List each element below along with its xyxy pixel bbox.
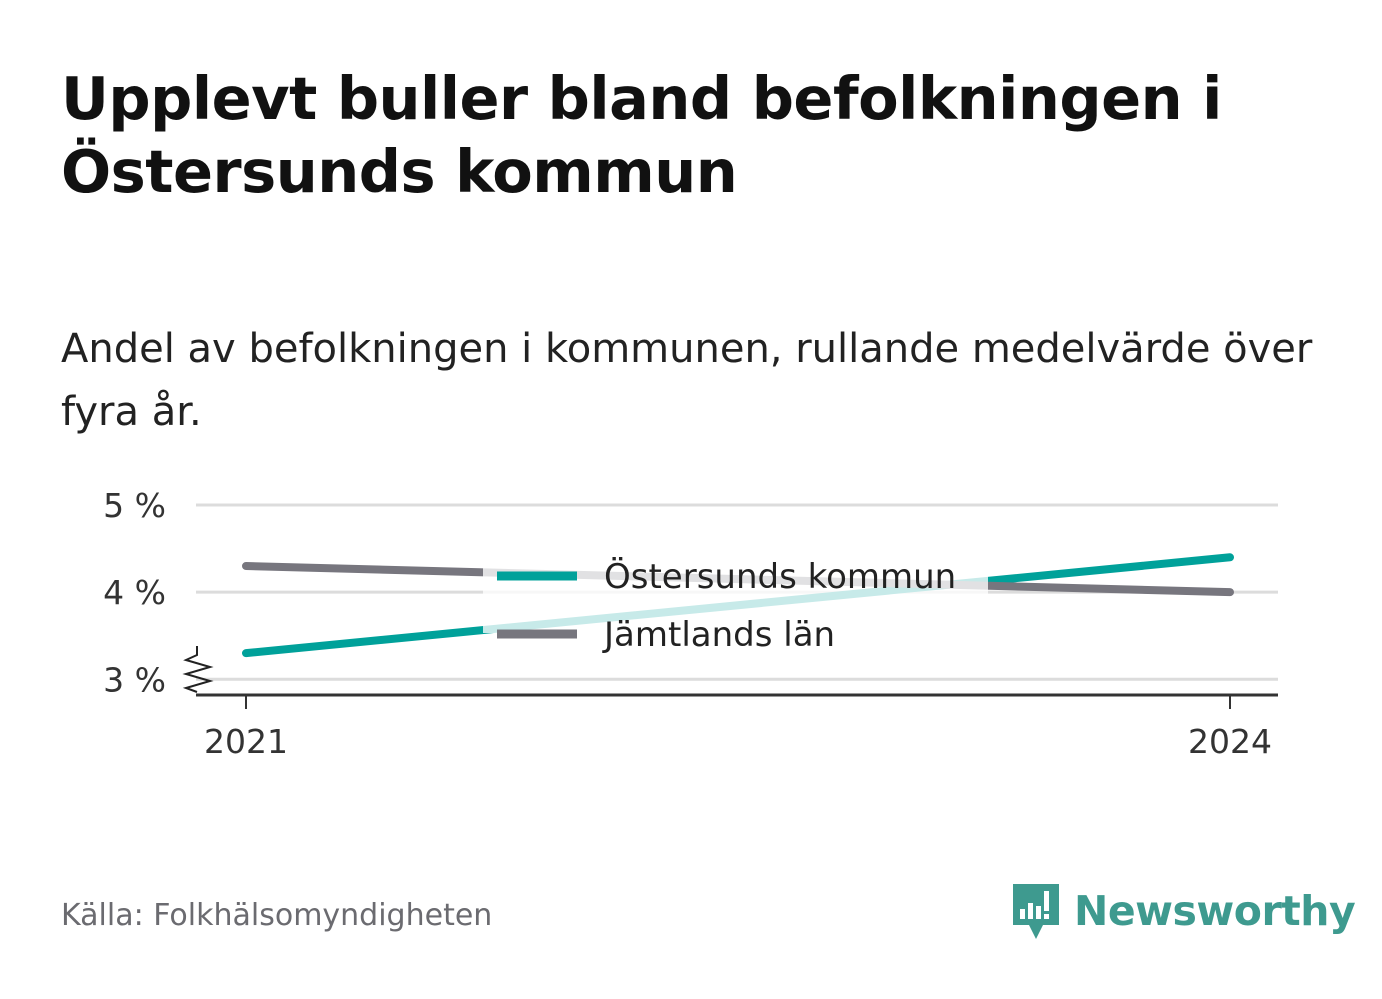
- bar-chart-speech-bubble-icon: [1013, 884, 1059, 939]
- brand-name: Newsworthy: [1074, 887, 1356, 935]
- y-tick-label: 3 %: [103, 660, 166, 699]
- legend: Östersunds kommun Jämtlands län: [497, 556, 956, 655]
- legend-label: Jämtlands län: [602, 615, 835, 655]
- chart-title: Upplevt buller bland befolkningen i Öste…: [61, 64, 1222, 206]
- x-tick-label: 2024: [1188, 722, 1272, 761]
- y-tick-label: 4 %: [103, 573, 166, 612]
- source-note: Källa: Folkhälsomyndigheten: [61, 898, 493, 933]
- line-chart: 3 % 4 % 5 % Östersunds kommun Jämtlands län…: [103, 486, 1278, 761]
- x-tick-label: 2021: [204, 722, 288, 761]
- x-axis: 2021 2024: [196, 693, 1278, 761]
- chart-subtitle: Andel av befolkningen i kommunen, rullan…: [61, 326, 1313, 435]
- legend-label: Östersunds kommun: [604, 556, 956, 597]
- newsworthy-logo: Newsworthy: [1010, 878, 1356, 944]
- axis-break-icon: [182, 646, 214, 693]
- y-tick-labels: 3 % 4 % 5 %: [103, 486, 166, 699]
- legend-background: [483, 557, 988, 633]
- y-tick-label: 5 %: [103, 486, 166, 525]
